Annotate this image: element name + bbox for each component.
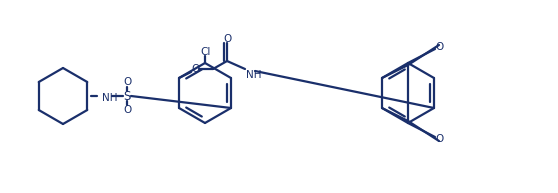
Text: O: O [191,64,199,74]
Text: O: O [223,34,231,44]
Text: NH: NH [246,70,262,80]
Text: O: O [435,42,443,52]
Text: Cl: Cl [201,47,211,57]
Text: O: O [123,105,131,115]
Text: NH: NH [102,93,118,103]
Text: S: S [123,90,131,102]
Text: O: O [123,77,131,87]
Text: O: O [435,134,443,144]
